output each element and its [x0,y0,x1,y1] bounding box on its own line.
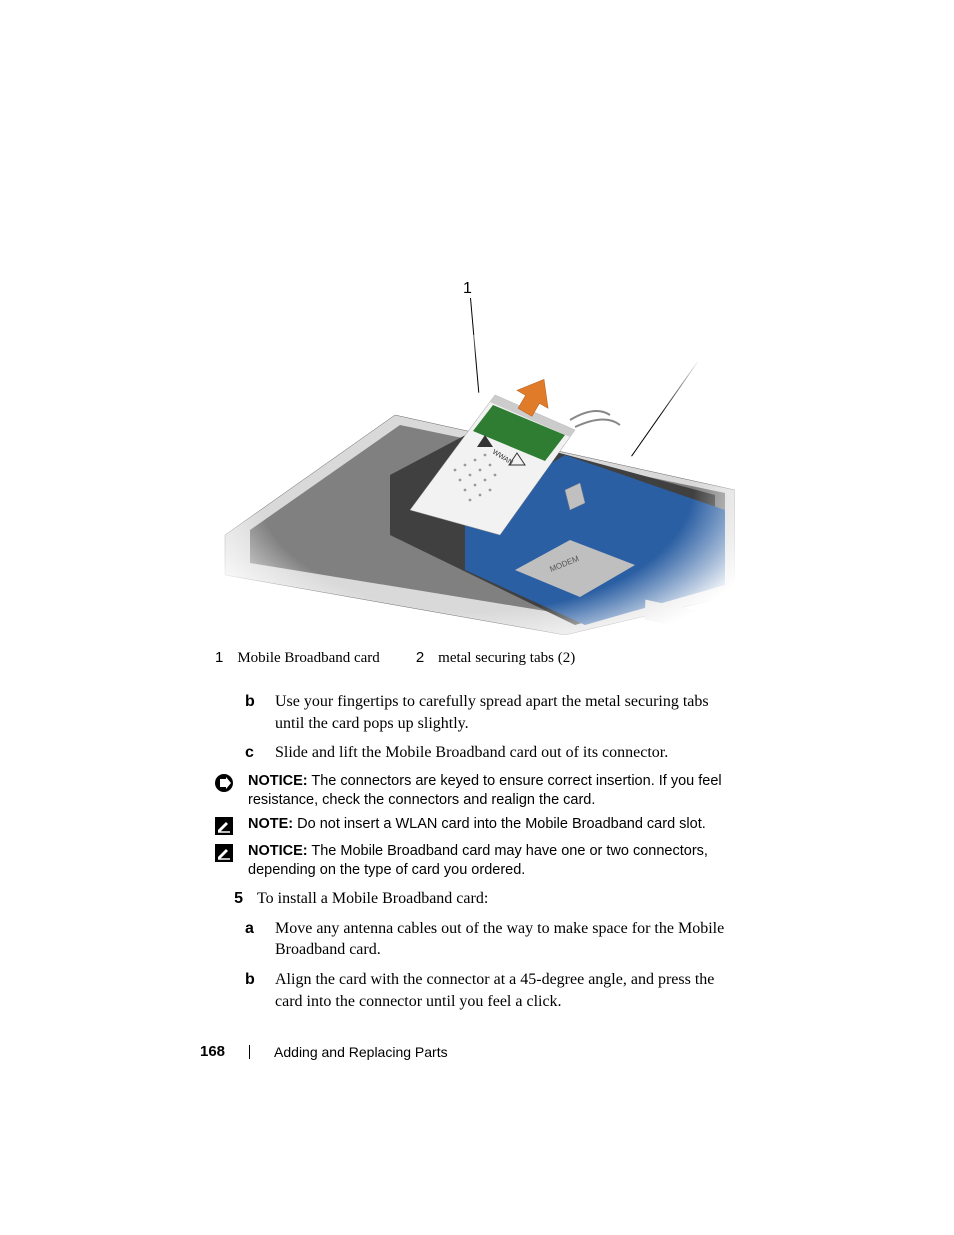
legend-label-1: Mobile Broadband card [237,650,379,667]
note-block: NOTE: Do not insert a WLAN card into the… [215,815,735,836]
substep-text: Align the card with the connector at a 4… [275,969,735,1012]
notice-text: NOTICE: The connectors are keyed to ensu… [244,772,735,810]
notice-arrow-icon [214,773,234,793]
legend-num-2: 2 [416,649,424,666]
note-pencil-icon [214,816,234,836]
substep-letter: c [245,742,259,764]
substep-b2: b Align the card with the connector at a… [245,969,735,1012]
substep-text: Move any antenna cables out of the way t… [275,918,735,961]
step-text: To install a Mobile Broadband card: [257,888,735,910]
section-title: Adding and Replacing Parts [274,1044,448,1060]
legend-num-1: 1 [215,649,223,666]
content-body: b Use your fingertips to carefully sprea… [215,683,735,1020]
page-footer: 168 Adding and Replacing Parts [200,1043,448,1060]
note-body: Do not insert a WLAN card into the Mobil… [293,816,706,832]
note-tag: NOTE: [248,816,293,832]
substep-text: Use your fingertips to carefully spread … [275,691,735,734]
hardware-diagram: 1 2 MODEM [215,280,735,625]
document-page: 1 2 MODEM [0,0,954,1235]
note-pencil-icon [214,843,234,863]
callout-number-1: 1 [463,280,472,298]
hardware-svg: MODEM WWAN [215,335,735,635]
notice-body: The connectors are keyed to ensure corre… [248,773,722,808]
notice-text: NOTICE: The Mobile Broadband card may ha… [244,842,735,880]
step-number: 5 [227,888,243,910]
substep-letter: b [245,969,259,1012]
notice-body: The Mobile Broadband card may have one o… [248,843,708,878]
step-5: 5 To install a Mobile Broadband card: [215,888,735,910]
notice-tag: NOTICE: [248,843,308,859]
substep-letter: a [245,918,259,961]
diagram-legend: 1 Mobile Broadband card 2 metal securing… [215,649,575,667]
legend-label-2: metal securing tabs (2) [438,650,575,667]
substep-text: Slide and lift the Mobile Broadband card… [275,742,735,764]
notice-block-2: NOTICE: The Mobile Broadband card may ha… [215,842,735,880]
substep-c: c Slide and lift the Mobile Broadband ca… [245,742,735,764]
substep-a: a Move any antenna cables out of the way… [245,918,735,961]
notice-block: NOTICE: The connectors are keyed to ensu… [215,772,735,810]
page-number: 168 [200,1043,225,1060]
footer-separator [249,1045,250,1059]
notice-tag: NOTICE: [248,773,308,789]
substep-b: b Use your fingertips to carefully sprea… [245,691,735,734]
note-text: NOTE: Do not insert a WLAN card into the… [244,815,735,834]
substep-letter: b [245,691,259,734]
